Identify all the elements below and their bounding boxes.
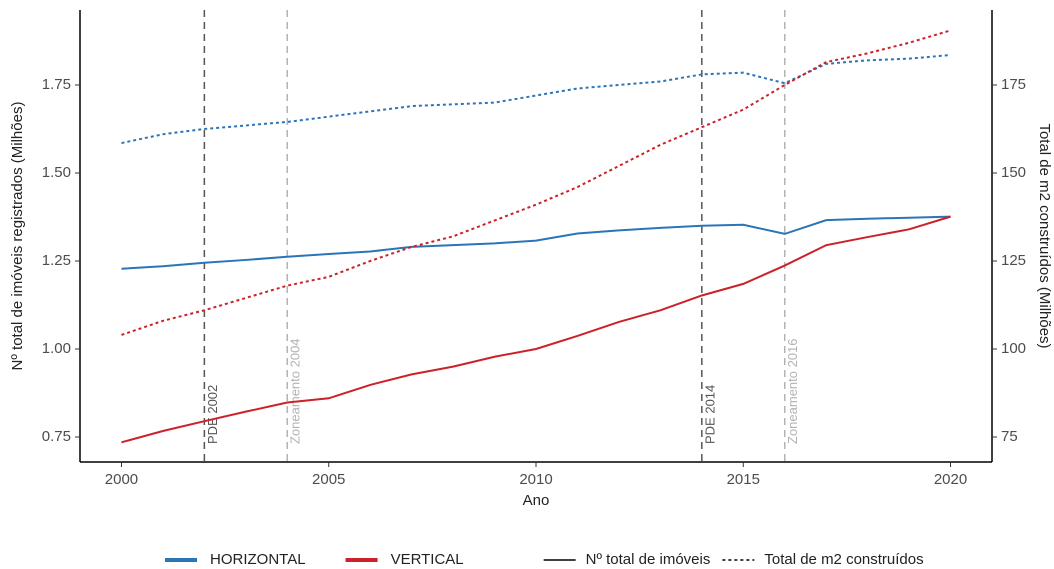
legend-label: Total de m2 construídos (764, 551, 923, 568)
legend-label: HORIZONTAL (210, 551, 306, 568)
reference-label: PDE 2002 (205, 385, 220, 444)
y-axis-title: Nº total de imóveis registrados (Milhões… (9, 102, 26, 371)
y-tick-label: 0.75 (42, 428, 71, 445)
y2-tick-label: 175 (1001, 76, 1026, 93)
y-tick-label: 1.50 (42, 164, 71, 181)
y2-tick-label: 150 (1001, 164, 1026, 181)
reference-label: PDE 2014 (702, 385, 717, 444)
legend-label: Nº total de imóveis (586, 551, 711, 568)
x-tick-label: 2000 (105, 471, 138, 488)
y2-axis-title: Total de m2 construídos (Milhões) (1036, 123, 1053, 348)
y2-tick-label: 100 (1001, 340, 1026, 357)
y2-tick-label: 75 (1001, 428, 1018, 445)
y-tick-label: 1.75 (42, 76, 71, 93)
x-tick-label: 2005 (312, 471, 345, 488)
y-tick-label: 1.25 (42, 252, 71, 269)
legend-label: VERTICAL (391, 551, 464, 568)
series-line (121, 29, 951, 336)
series-line (121, 215, 951, 444)
y2-tick-label: 125 (1001, 252, 1026, 269)
x-axis-title: Ano (523, 492, 550, 509)
reference-label: Zoneamento 2004 (288, 338, 303, 444)
x-tick-label: 2015 (727, 471, 760, 488)
y-tick-label: 1.00 (42, 340, 71, 357)
series-line (121, 215, 951, 270)
x-tick-label: 2010 (519, 471, 552, 488)
reference-label: Zoneamento 2016 (785, 338, 800, 444)
series-line (121, 54, 951, 145)
x-tick-label: 2020 (934, 471, 967, 488)
